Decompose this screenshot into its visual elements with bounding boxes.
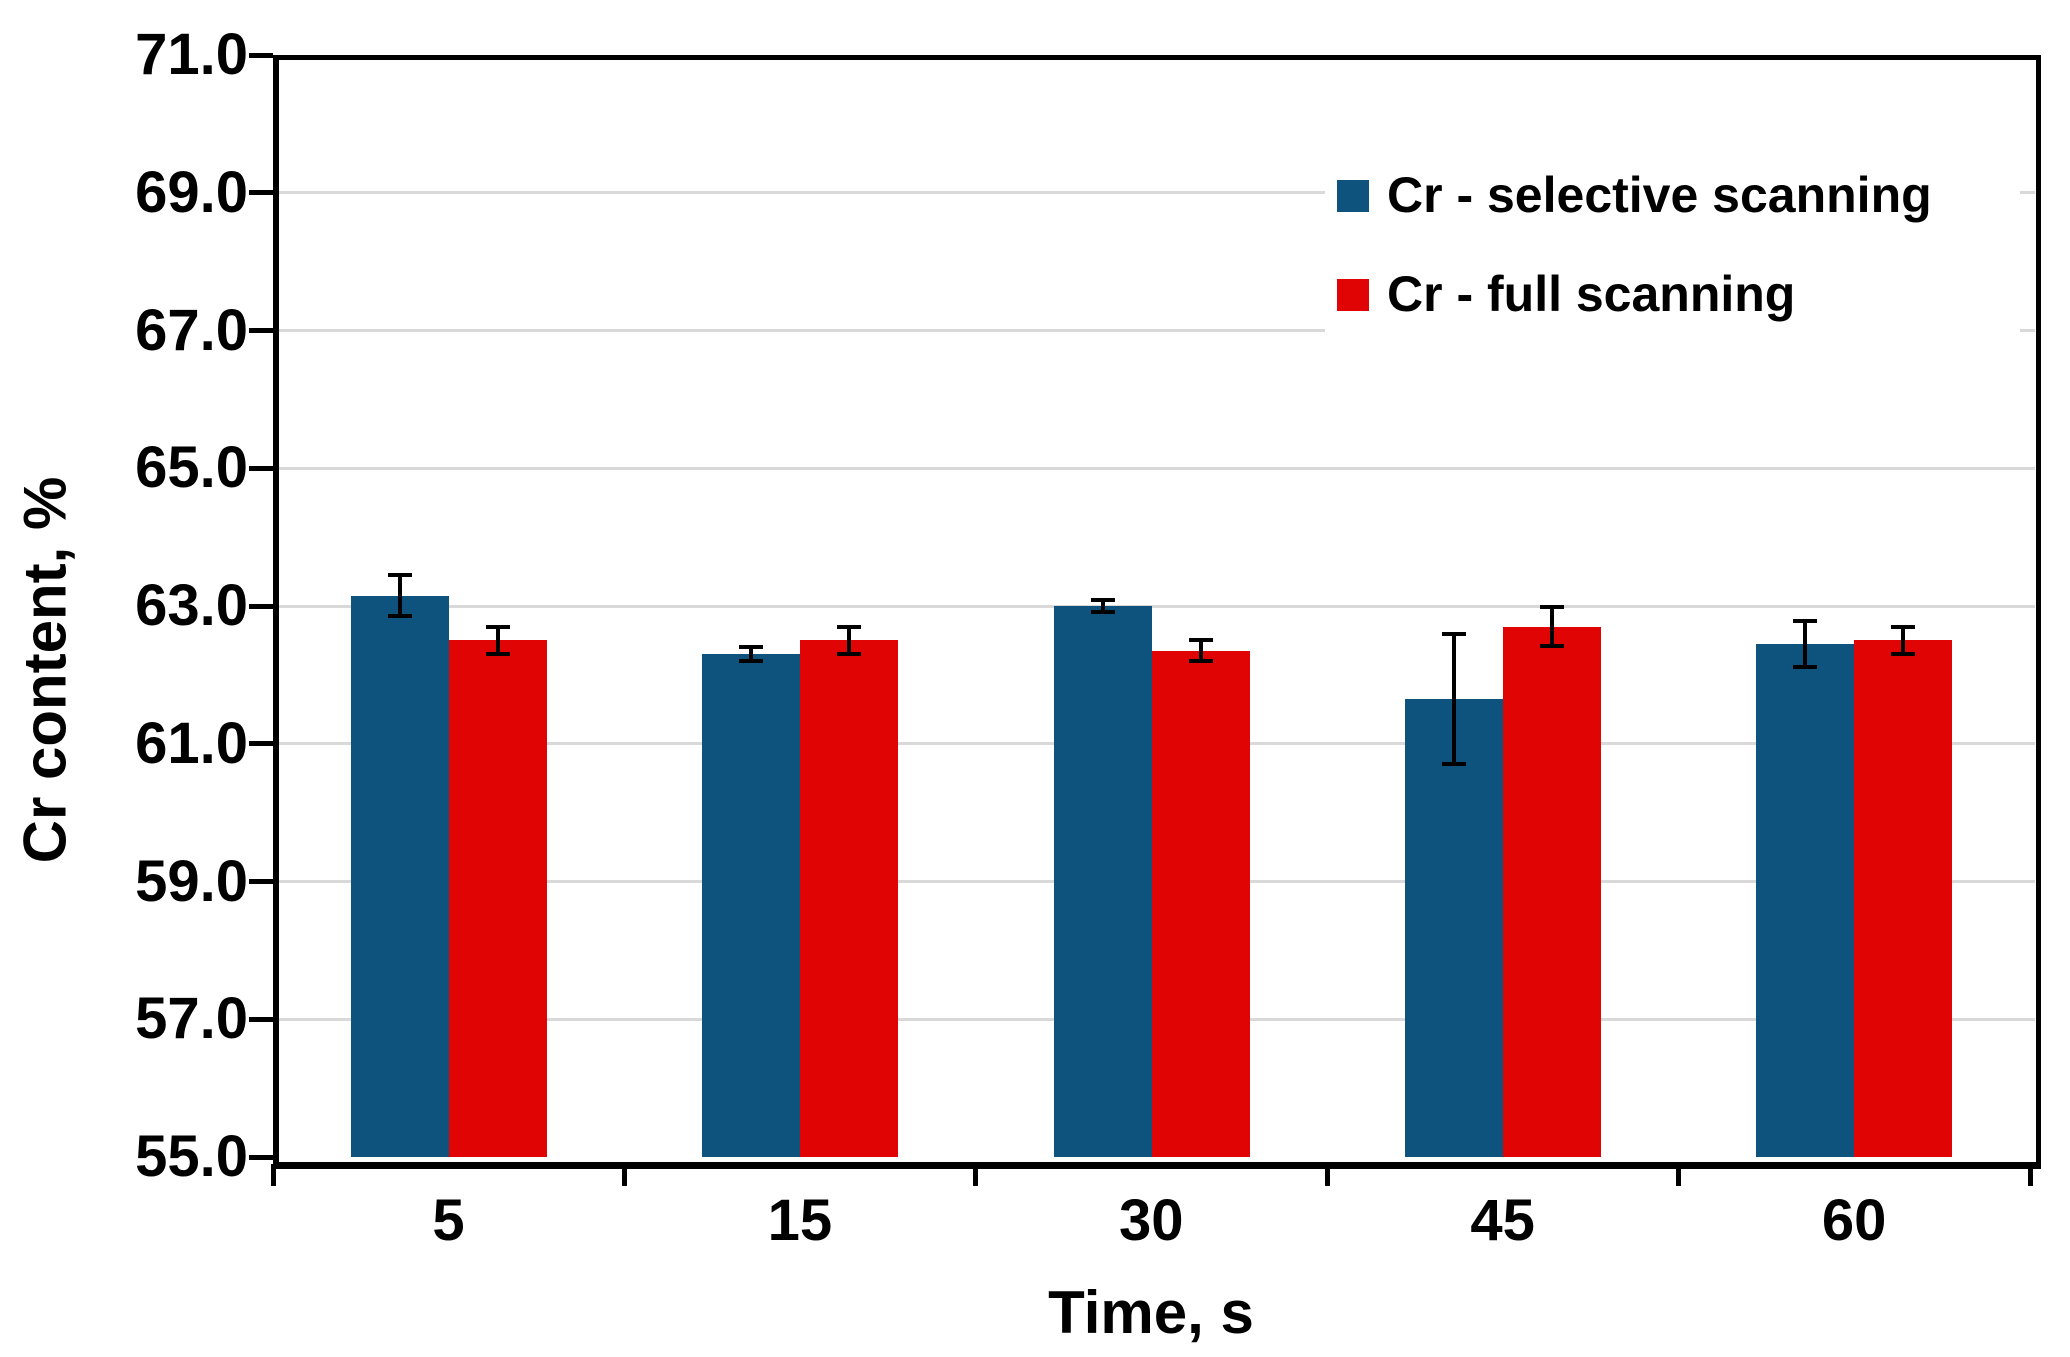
error-cap-top: [739, 645, 764, 650]
y-tick-label-67: 67.0: [135, 297, 248, 363]
error-cap-bottom: [1188, 659, 1213, 664]
gridline-65: [279, 466, 2035, 470]
error-cap-bottom: [1793, 664, 1818, 669]
legend: Cr - selective scanning Cr - full scanni…: [1325, 142, 2020, 352]
x-tick-1: [621, 1164, 627, 1186]
x-tick-0: [270, 1164, 276, 1186]
y-tick-71: [249, 52, 273, 58]
error-cap-top: [387, 573, 412, 577]
error-cap-top: [837, 624, 862, 629]
bar-selective-30s: [1053, 606, 1152, 1157]
error-cap-bottom: [1891, 652, 1916, 657]
x-tick-5: [2027, 1164, 2033, 1186]
x-tick-label-15: 15: [767, 1188, 833, 1253]
legend-item-full-scanning: Cr - full scanning: [1337, 267, 2020, 322]
y-tick-label-65: 65.0: [135, 435, 248, 501]
legend-swatch-selective-icon: [1337, 179, 1369, 212]
bar-full-15s: [800, 640, 899, 1157]
legend-label: Cr - full scanning: [1387, 266, 1796, 322]
error-bar-full-15s: [847, 626, 852, 655]
error-cap-bottom: [1441, 762, 1466, 767]
gridline-69: [279, 191, 2035, 195]
bar-selective-5s: [350, 595, 449, 1157]
y-tick-57: [249, 1016, 273, 1022]
y-tick-61: [249, 741, 273, 747]
y-tick-label-55: 55.0: [135, 1124, 248, 1189]
y-tick-63: [249, 603, 273, 609]
bar-full-60s: [1854, 640, 1953, 1157]
bar-selective-60s: [1756, 643, 1855, 1157]
gridline-67: [279, 329, 2035, 332]
error-cap-bottom: [739, 659, 764, 664]
error-bar-selective-30s: [1100, 600, 1105, 612]
y-tick-65: [249, 465, 273, 471]
error-cap-top: [485, 624, 510, 629]
error-bar-selective-5s: [397, 575, 402, 617]
x-tick-2: [973, 1164, 979, 1186]
y-tick-label-63: 63.0: [135, 573, 248, 638]
error-cap-top: [1090, 598, 1115, 603]
x-tick-label-60: 60: [1821, 1188, 1887, 1253]
gridline-63: [279, 604, 2035, 608]
error-cap-top: [1441, 631, 1466, 636]
y-tick-label-71: 71.0: [135, 22, 248, 87]
error-bar-selective-45s: [1451, 633, 1456, 765]
y-tick-55: [249, 1154, 273, 1160]
error-bar-selective-60s: [1803, 621, 1808, 667]
error-cap-bottom: [485, 652, 510, 657]
error-bar-full-60s: [1901, 626, 1906, 655]
error-cap-bottom: [387, 614, 412, 619]
legend-item-selective-scanning: Cr - selective scanning: [1337, 168, 2020, 223]
error-bar-full-45s: [1549, 607, 1554, 646]
legend-swatch-full-icon: [1337, 278, 1369, 311]
error-bar-selective-15s: [749, 647, 754, 662]
bar-full-45s: [1502, 626, 1601, 1157]
x-tick-4: [1676, 1164, 1682, 1186]
bar-full-30s: [1151, 650, 1250, 1157]
y-tick-label-69: 69.0: [135, 159, 248, 225]
bar-selective-45s: [1404, 698, 1503, 1157]
y-tick-label-61: 61.0: [135, 710, 248, 776]
x-axis-title: Time, s: [1048, 1279, 1254, 1346]
y-axis-title: Cr content, %: [11, 476, 79, 864]
y-tick-label-57: 57.0: [135, 986, 248, 1052]
y-tick-59: [249, 879, 273, 884]
bar-selective-15s: [702, 654, 801, 1157]
y-tick-69: [249, 190, 273, 196]
x-tick-3: [1324, 1164, 1330, 1186]
error-cap-bottom: [1539, 643, 1564, 648]
error-bar-full-5s: [495, 626, 500, 655]
y-tick-67: [249, 328, 273, 333]
error-cap-top: [1793, 619, 1818, 624]
error-bar-full-30s: [1198, 640, 1203, 662]
error-cap-top: [1188, 638, 1213, 643]
error-cap-top: [1891, 624, 1916, 629]
error-cap-top: [1539, 605, 1564, 610]
bar-full-5s: [448, 640, 547, 1157]
x-tick-label-45: 45: [1470, 1188, 1535, 1253]
error-cap-bottom: [1090, 609, 1115, 614]
legend-label: Cr - selective scanning: [1387, 167, 1932, 223]
x-tick-label-5: 5: [432, 1188, 465, 1253]
y-tick-label-59: 59.0: [135, 848, 248, 914]
x-tick-label-30: 30: [1119, 1188, 1184, 1253]
error-cap-bottom: [837, 652, 862, 657]
